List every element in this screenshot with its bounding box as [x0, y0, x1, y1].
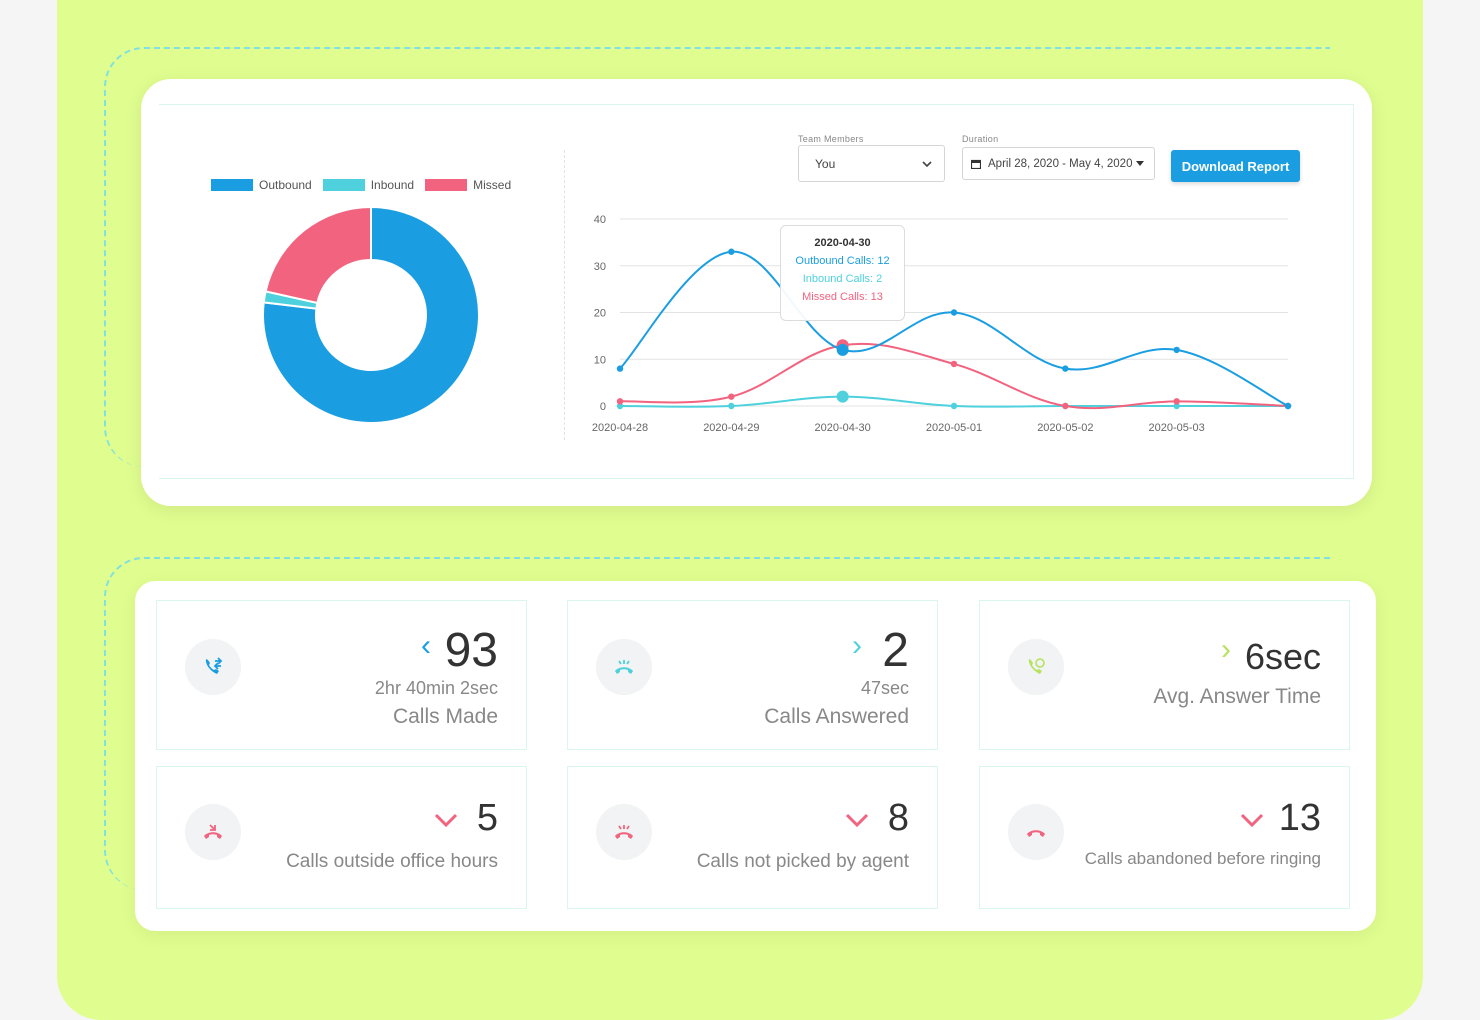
tooltip-outbound: Outbound Calls: 12 — [795, 255, 890, 267]
x-tick-label: 2020-04-28 — [592, 422, 648, 434]
decorative-dashed-line — [104, 557, 1330, 890]
donut-legend: Outbound Inbound Missed — [211, 178, 511, 192]
stat-subtitle: 47sec — [860, 678, 909, 698]
trend-down-icon — [1240, 813, 1264, 827]
trend-right-icon: › — [852, 629, 862, 662]
caret-down-icon — [1136, 161, 1145, 166]
y-tick-label: 0 — [600, 401, 606, 413]
y-tick-label: 40 — [594, 214, 606, 226]
duration-value: April 28, 2020 - May 4, 2020 — [988, 157, 1133, 170]
decorative-dashed-line — [104, 47, 1330, 467]
stat-calls-outside-hours: 5 Calls outside office hours — [156, 766, 527, 909]
trend-down-icon — [434, 813, 458, 827]
y-tick-label: 10 — [594, 354, 606, 366]
y-tick-label: 20 — [594, 308, 606, 320]
stat-calls-answered: › 2 47sec Calls Answered — [567, 600, 938, 750]
legend-swatch-inbound — [322, 179, 365, 191]
duration-picker[interactable]: April 28, 2020 - May 4, 2020 — [962, 147, 1155, 180]
x-tick-label: 2020-05-01 — [926, 422, 982, 434]
stat-title: Calls Made — [392, 705, 498, 728]
chart-divider — [564, 150, 565, 440]
duration-label: Duration — [962, 134, 999, 144]
outgoing-call-icon — [185, 639, 241, 695]
legend-label-missed: Missed — [473, 178, 512, 192]
trend-down-icon — [845, 813, 869, 827]
data-point-inbound[interactable] — [616, 402, 624, 410]
data-point-outbound[interactable] — [1062, 365, 1069, 372]
x-tick-label: 2020-05-02 — [1037, 422, 1093, 434]
stat-title: Avg. Answer Time — [1153, 685, 1321, 708]
donut-slice-missed — [264, 205, 372, 305]
data-point-outbound[interactable] — [616, 365, 624, 372]
data-point-outbound[interactable] — [1284, 402, 1292, 410]
stat-title: Calls not picked by agent — [696, 851, 909, 872]
data-point-inbound[interactable] — [728, 402, 735, 410]
legend-label-outbound: Outbound — [259, 178, 312, 192]
stat-value: 6sec — [1244, 636, 1321, 677]
team-members-label: Team Members — [798, 134, 864, 144]
data-point-inbound[interactable] — [950, 402, 958, 410]
answered-call-icon — [596, 639, 652, 695]
data-point-missed[interactable] — [728, 393, 735, 400]
chevron-down-icon — [922, 161, 932, 167]
stat-avg-answer-time: › 6sec Avg. Answer Time — [979, 600, 1350, 750]
call-abandoned-icon — [1008, 804, 1064, 860]
data-point-missed[interactable] — [950, 360, 958, 368]
stat-value: 5 — [476, 797, 498, 839]
answer-time-icon — [1008, 639, 1064, 695]
charts-card-inner — [159, 104, 1354, 479]
stat-value: 8 — [887, 797, 909, 839]
data-point-outbound[interactable] — [728, 248, 735, 255]
legend-swatch-outbound — [211, 179, 253, 191]
data-point-inbound[interactable] — [1173, 402, 1180, 410]
x-tick-label: 2020-04-30 — [815, 422, 871, 434]
trend-left-icon: ‹ — [421, 629, 431, 662]
stat-calls-abandoned: 13 Calls abandoned before ringing — [979, 766, 1350, 909]
stat-subtitle: 2hr 40min 2sec — [374, 678, 498, 698]
tooltip-date: 2020-04-30 — [814, 237, 871, 249]
data-point-outbound[interactable] — [950, 309, 958, 316]
data-point-inbound[interactable] — [836, 390, 849, 403]
chart-tooltip: 2020-04-30 Outbound Calls: 12 Inbound Ca… — [780, 225, 905, 321]
team-members-select[interactable]: You — [798, 145, 945, 182]
donut-chart — [262, 205, 480, 424]
data-point-missed[interactable] — [1062, 402, 1069, 410]
download-report-button[interactable]: Download Report — [1171, 150, 1300, 182]
data-point-missed[interactable] — [1173, 398, 1180, 405]
call-not-picked-icon — [596, 804, 652, 860]
x-tick-label: 2020-05-03 — [1149, 422, 1205, 434]
tooltip-inbound: Inbound Calls: 2 — [802, 273, 883, 285]
team-members-value: You — [815, 156, 836, 171]
data-point-outbound[interactable] — [1173, 346, 1180, 354]
stat-title: Calls outside office hours — [286, 851, 498, 872]
tooltip-missed: Missed Calls: 13 — [802, 291, 883, 303]
stat-value: 93 — [444, 624, 498, 677]
stat-title: Calls Answered — [764, 705, 909, 728]
stat-calls-made: ‹ 93 2hr 40min 2sec Calls Made — [156, 600, 527, 750]
x-tick-label: 2020-04-29 — [703, 422, 759, 434]
data-point-missed[interactable] — [616, 398, 624, 405]
series-line-outbound — [619, 250, 1289, 407]
call-outside-hours-icon — [185, 804, 241, 860]
stat-value: 13 — [1278, 797, 1321, 839]
y-tick-label: 30 — [594, 261, 606, 273]
legend-label-inbound: Inbound — [370, 178, 415, 192]
stat-value: 2 — [882, 624, 909, 677]
trend-right-icon: › — [1221, 633, 1231, 666]
donut-slice-outbound — [262, 205, 480, 424]
calendar-icon — [971, 159, 981, 169]
stat-calls-not-picked: 8 Calls not picked by agent — [567, 766, 938, 909]
stat-title: Calls abandoned before ringing — [1084, 849, 1321, 868]
charts-card — [141, 79, 1372, 506]
data-point-outbound[interactable] — [836, 343, 849, 356]
legend-swatch-missed — [425, 179, 468, 191]
